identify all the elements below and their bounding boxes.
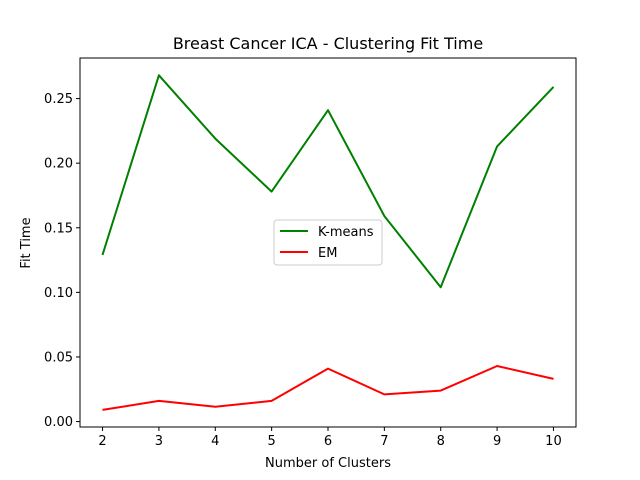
x-axis-label: Number of Clusters xyxy=(265,456,391,471)
series-layer xyxy=(101,74,555,411)
y-tick-label: 0.05 xyxy=(44,350,73,365)
chart-title: Breast Cancer ICA - Clustering Fit Time xyxy=(173,34,483,53)
x-tick-label: 8 xyxy=(437,434,445,449)
x-tick-label: 6 xyxy=(324,434,332,449)
y-tick-label: 0.20 xyxy=(44,157,73,172)
y-tick-label: 0.00 xyxy=(44,415,73,430)
y-tick-label: 0.10 xyxy=(44,286,73,301)
x-axis: 2 3 4 5 6 7 8 9 10 xyxy=(98,427,562,449)
x-tick-label: 10 xyxy=(545,434,562,449)
y-axis-label: Fit Time xyxy=(19,217,34,268)
x-tick-label: 5 xyxy=(267,434,275,449)
y-axis: 0.00 0.05 0.10 0.15 0.20 0.25 xyxy=(44,92,80,430)
x-tick-label: 4 xyxy=(211,434,219,449)
x-tick-label: 3 xyxy=(155,434,163,449)
x-tick-label: 7 xyxy=(380,434,388,449)
y-tick-label: 0.25 xyxy=(44,92,73,107)
x-tick-label: 2 xyxy=(98,434,106,449)
legend: K-means EM xyxy=(273,219,383,266)
series-line-k-means xyxy=(101,74,555,289)
legend-label-em: EM xyxy=(318,246,337,261)
series-line-em xyxy=(102,365,554,411)
legend-label-kmeans: K-means xyxy=(318,225,374,240)
x-tick-label: 9 xyxy=(493,434,501,449)
y-tick-label: 0.15 xyxy=(44,221,73,236)
